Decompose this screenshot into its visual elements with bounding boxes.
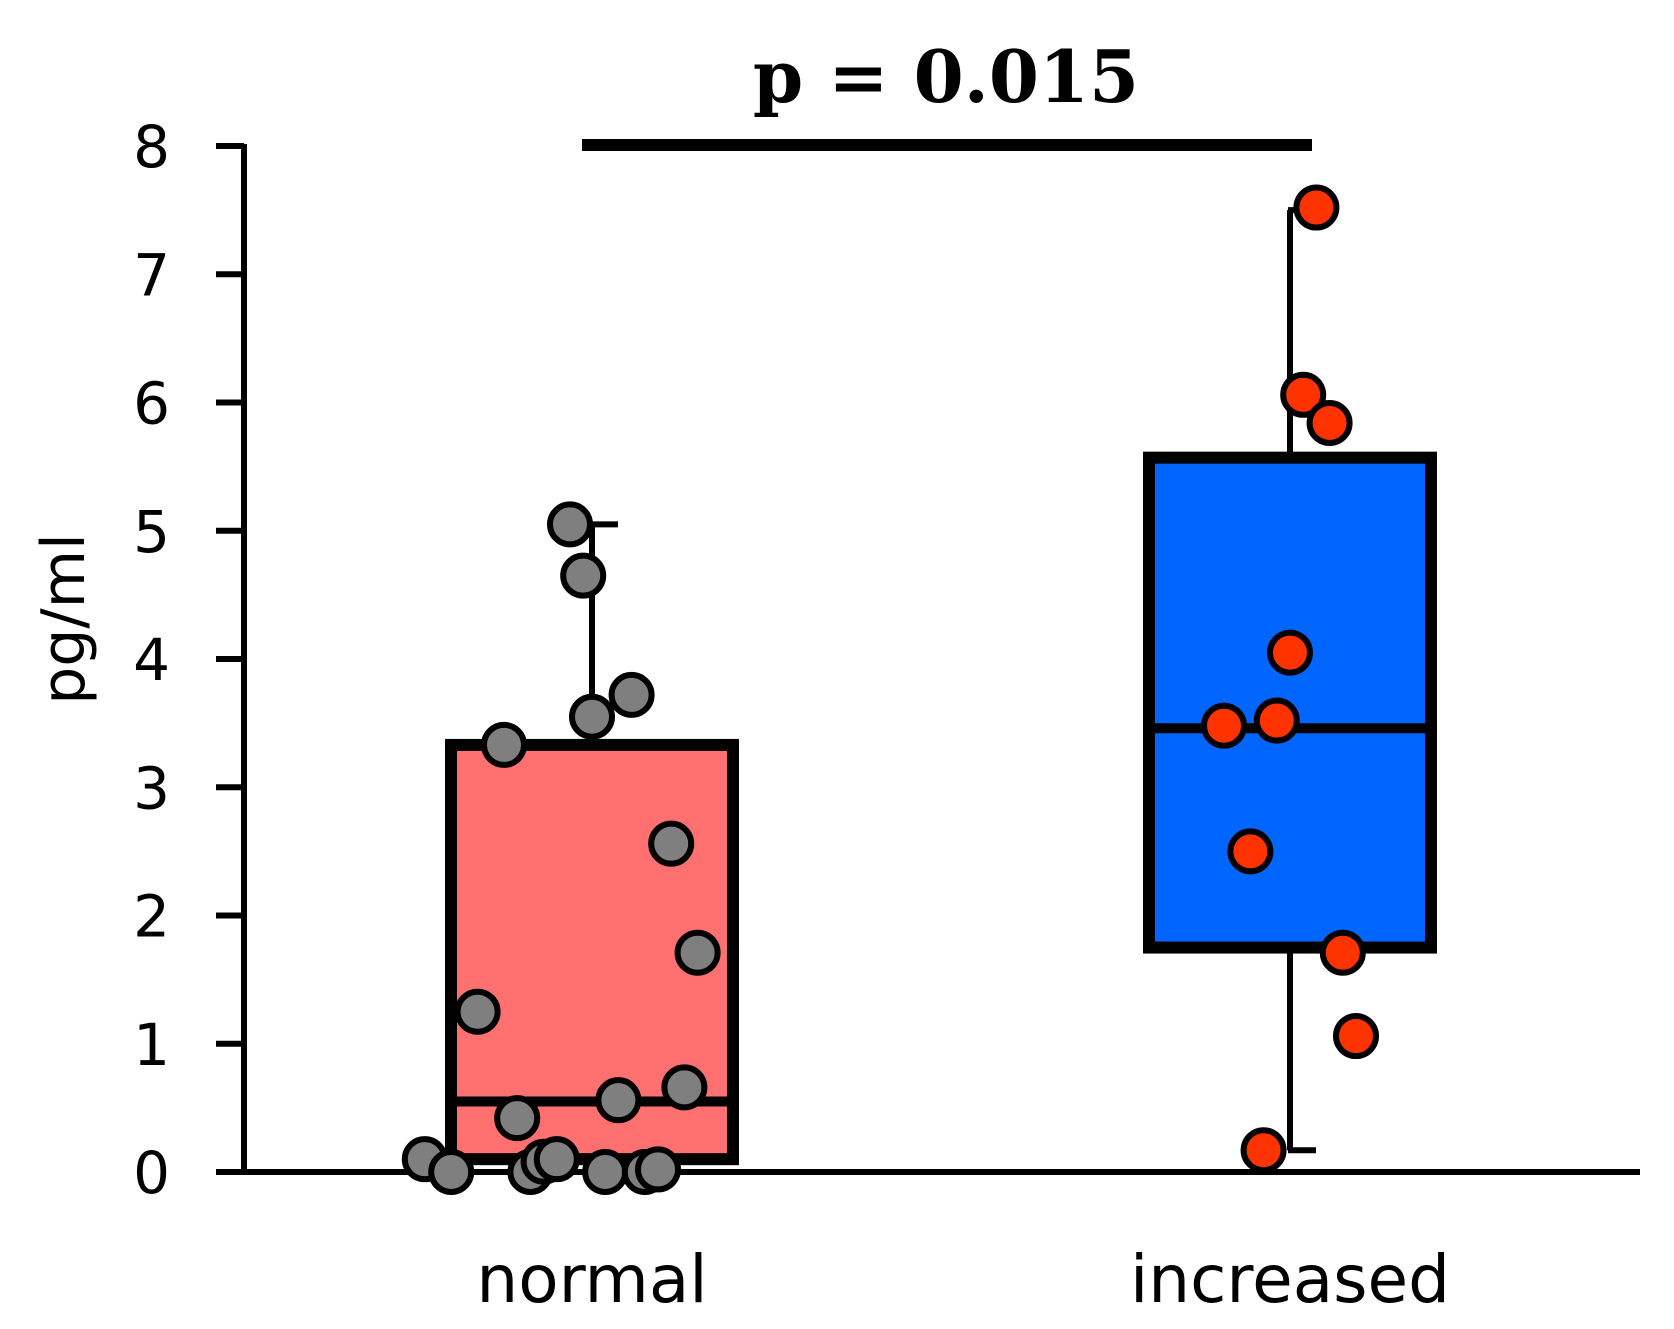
- data-point: [1293, 184, 1340, 231]
- data-point: [560, 552, 607, 599]
- labels: 0 1 2 3 4 5 6 7 8 normal increased: [133, 113, 1450, 1318]
- data-point: [582, 1149, 629, 1195]
- y-tick-label: 6: [133, 370, 170, 438]
- data-points: [401, 184, 1379, 1195]
- data-point: [454, 988, 501, 1035]
- data-point: [494, 1095, 541, 1142]
- data-point: [595, 1077, 642, 1124]
- data-point: [1333, 1013, 1379, 1060]
- data-point: [635, 1146, 681, 1193]
- data-point: [608, 671, 655, 718]
- data-point: [547, 501, 593, 548]
- data-point: [648, 820, 695, 867]
- y-tick-label: 8: [133, 113, 170, 181]
- data-point: [1201, 702, 1247, 749]
- data-point: [1267, 629, 1313, 676]
- data-point: [1253, 697, 1300, 744]
- data-point: [533, 1136, 580, 1183]
- data-point: [569, 693, 615, 740]
- data-point: [661, 1064, 708, 1111]
- data-point: [1280, 371, 1327, 418]
- data-point: [674, 929, 721, 976]
- y-tick-label: 3: [133, 754, 170, 822]
- data-point: [1227, 828, 1274, 875]
- p-value-annotation: p = 0.015: [753, 34, 1139, 119]
- y-tick-label: 7: [133, 241, 170, 309]
- data-point: [428, 1149, 475, 1195]
- y-tick-label: 4: [133, 626, 170, 694]
- y-axis-label: pg/ml: [29, 533, 99, 705]
- data-point: [481, 721, 527, 768]
- data-point: [1319, 929, 1366, 976]
- y-tick-label: 2: [133, 883, 170, 951]
- y-tick-label: 5: [133, 498, 170, 566]
- category-label: increased: [1130, 1241, 1450, 1318]
- data-point: [1306, 400, 1353, 447]
- y-tick-label: 0: [133, 1139, 170, 1207]
- category-label: normal: [476, 1241, 707, 1318]
- y-tick-label: 1: [133, 1011, 170, 1079]
- data-point: [1240, 1127, 1287, 1174]
- boxes: [445, 207, 1437, 1166]
